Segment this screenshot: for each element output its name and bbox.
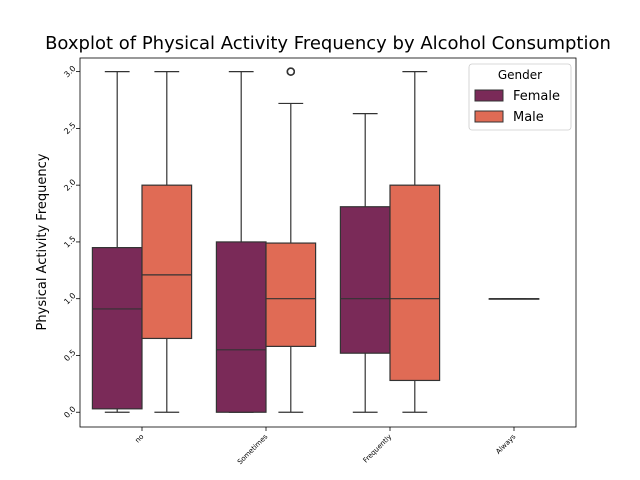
y-axis-label: Physical Activity Frequency bbox=[35, 153, 50, 330]
legend-swatch-male bbox=[474, 110, 504, 123]
legend: Gender Female Male bbox=[468, 63, 572, 131]
x-tick-label: Always bbox=[494, 433, 517, 456]
y-tick-label: 1.0 bbox=[62, 291, 77, 306]
outlier-point bbox=[286, 67, 296, 76]
legend-label-male: Male bbox=[513, 110, 544, 125]
legend-title: Gender bbox=[498, 68, 542, 82]
axes-frame bbox=[79, 57, 577, 428]
x-tick-label: no bbox=[134, 433, 146, 445]
iqr-box bbox=[339, 206, 391, 354]
box-female-no bbox=[91, 71, 143, 413]
box-male-no bbox=[141, 71, 193, 413]
legend-label-female: Female bbox=[513, 89, 560, 104]
box-female-sometimes bbox=[215, 71, 267, 413]
chart-title: Boxplot of Physical Activity Frequency b… bbox=[45, 33, 611, 54]
y-tick-label: 2.5 bbox=[62, 121, 77, 136]
iqr-box bbox=[141, 184, 193, 340]
x-tick-label: Frequently bbox=[362, 433, 394, 465]
plot-area bbox=[79, 57, 577, 428]
box-male-always bbox=[488, 298, 540, 300]
y-tick-label: 0.0 bbox=[62, 405, 77, 420]
box-male-sometimes bbox=[265, 67, 317, 413]
y-tick-label: 1.5 bbox=[62, 234, 77, 249]
y-tick-label: 3.0 bbox=[62, 64, 77, 79]
legend-swatch-female bbox=[474, 89, 504, 102]
iqr-box bbox=[265, 242, 317, 347]
iqr-box bbox=[389, 184, 441, 382]
box-female-frequently bbox=[339, 113, 391, 413]
y-tick-label: 2.0 bbox=[62, 177, 77, 192]
x-axis: no Sometimes Frequently Always bbox=[134, 427, 518, 466]
y-tick-label: 0.5 bbox=[62, 348, 77, 363]
iqr-box bbox=[215, 241, 267, 413]
box-male-frequently bbox=[389, 71, 441, 413]
iqr-box bbox=[91, 247, 143, 410]
y-axis: 0.0 0.5 1.0 1.5 2.0 2.5 3.0 bbox=[62, 64, 80, 420]
x-tick-label: Sometimes bbox=[236, 433, 270, 467]
